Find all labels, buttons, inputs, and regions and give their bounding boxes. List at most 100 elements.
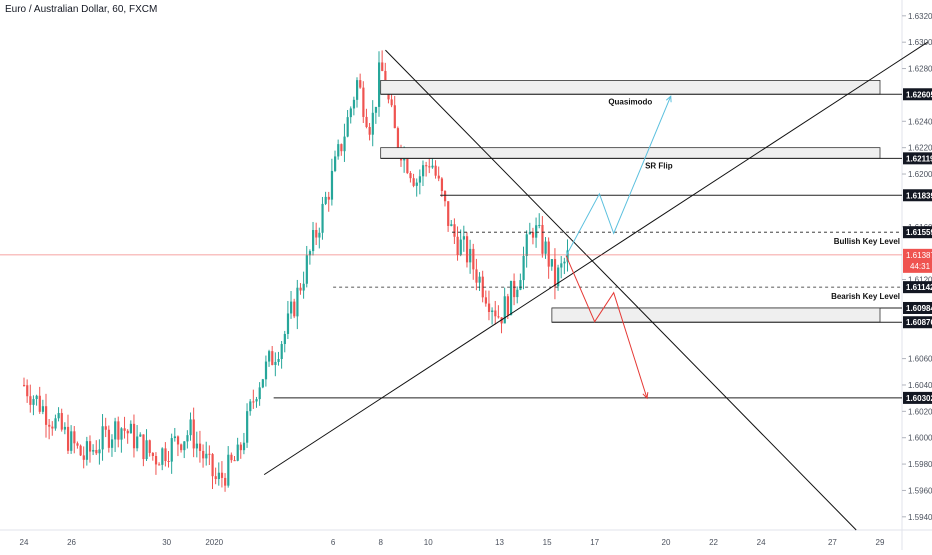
candle-body — [312, 230, 315, 252]
level-annotation: Quasimodo — [608, 97, 652, 106]
candle-body — [220, 472, 224, 478]
candle-body — [151, 452, 155, 457]
candle-body — [387, 93, 390, 100]
candle-body — [110, 439, 114, 448]
candle-body — [29, 396, 32, 405]
candle-body — [26, 385, 29, 397]
trendline — [263, 41, 928, 476]
level-annotation: SR Flip — [645, 161, 673, 170]
candle-body — [233, 460, 236, 462]
countdown-label: 44:31 — [910, 262, 931, 271]
candle-body — [396, 128, 400, 149]
candle-body — [107, 429, 111, 448]
chart-title: Euro / Australian Dollar, 60, FXCM — [5, 4, 158, 15]
candle-body — [139, 434, 142, 437]
candle-body — [487, 303, 491, 312]
x-tick-label: 29 — [876, 538, 885, 547]
candle-body — [23, 384, 26, 386]
x-tick-label: 24 — [757, 538, 766, 547]
candle-body — [296, 287, 299, 317]
candle-body — [217, 472, 220, 480]
candle-body — [516, 289, 519, 298]
x-tick-label: 8 — [378, 538, 383, 547]
candle-body — [198, 443, 202, 451]
y-tick-label: 1.63200 — [908, 12, 932, 21]
level-price-label: 1.60876 — [906, 318, 932, 327]
candle-body — [481, 276, 484, 298]
candle-body — [57, 413, 60, 419]
candle-body — [544, 241, 547, 254]
candle-body — [566, 250, 569, 262]
candle-body — [98, 449, 101, 454]
candle-body — [32, 399, 35, 405]
candle-body — [173, 436, 176, 439]
candle-body — [553, 259, 557, 287]
level-price-label: 1.62605 — [906, 90, 932, 99]
candle-body — [88, 441, 92, 452]
candle-body — [535, 225, 538, 238]
x-tick-label: 22 — [709, 538, 718, 547]
candle-body — [305, 255, 308, 284]
current-price-box — [903, 248, 932, 273]
x-tick-label: 13 — [495, 538, 504, 547]
candle-body — [465, 236, 469, 263]
candle-body — [54, 418, 57, 429]
candle-body — [236, 444, 239, 461]
x-tick-label: 26 — [67, 538, 76, 547]
candle-body — [82, 455, 85, 460]
candle-body — [60, 413, 63, 430]
level-price-box — [903, 226, 932, 239]
y-tick-label: 1.62800 — [908, 65, 932, 74]
candle-body — [145, 440, 148, 460]
candle-body — [494, 310, 497, 317]
level-price-box — [903, 391, 932, 404]
candle-body — [246, 411, 249, 443]
candle-body — [224, 477, 227, 486]
candle-body — [412, 178, 415, 186]
level-price-label: 1.60302 — [906, 394, 932, 403]
candle-body — [374, 106, 378, 113]
level-price-box — [903, 88, 932, 101]
candle-body — [453, 224, 456, 237]
candle-body — [324, 196, 327, 204]
level-price-label: 1.62119 — [906, 154, 932, 163]
candle-body — [180, 444, 183, 451]
level-zone — [380, 147, 881, 159]
candle-body — [513, 280, 516, 298]
candle-body — [334, 156, 337, 171]
projection-arrowhead — [665, 95, 672, 103]
candle-body — [308, 251, 312, 256]
candle-body — [202, 450, 205, 459]
candle-body — [390, 99, 393, 106]
candle-body — [456, 236, 459, 256]
x-tick-label: 6 — [331, 538, 336, 547]
y-tick-label: 1.59400 — [908, 513, 932, 522]
candle-body — [211, 454, 214, 477]
candle-body — [349, 108, 352, 118]
candle-body — [381, 62, 384, 71]
candle-body — [120, 428, 123, 440]
y-tick-label: 1.59800 — [908, 460, 932, 469]
level-price-label: 1.61142 — [906, 283, 932, 292]
candle-body — [478, 276, 481, 283]
candle-body — [227, 454, 230, 486]
candle-body — [195, 443, 198, 449]
candle-body — [497, 316, 500, 318]
candle-body — [283, 333, 286, 345]
level-price-box — [903, 281, 932, 294]
candle-body — [41, 406, 45, 412]
x-tick-label: 27 — [828, 538, 837, 547]
candle-body — [271, 351, 274, 365]
candle-body — [252, 401, 255, 403]
candle-body — [183, 441, 186, 451]
level-zone — [551, 307, 881, 323]
projection-path — [565, 96, 672, 257]
candle-body — [249, 401, 252, 412]
candle-body — [101, 426, 104, 450]
candle-body — [35, 395, 38, 400]
candle-body — [531, 232, 535, 238]
y-tick-label: 1.61200 — [908, 276, 932, 285]
candle-body — [205, 453, 208, 459]
